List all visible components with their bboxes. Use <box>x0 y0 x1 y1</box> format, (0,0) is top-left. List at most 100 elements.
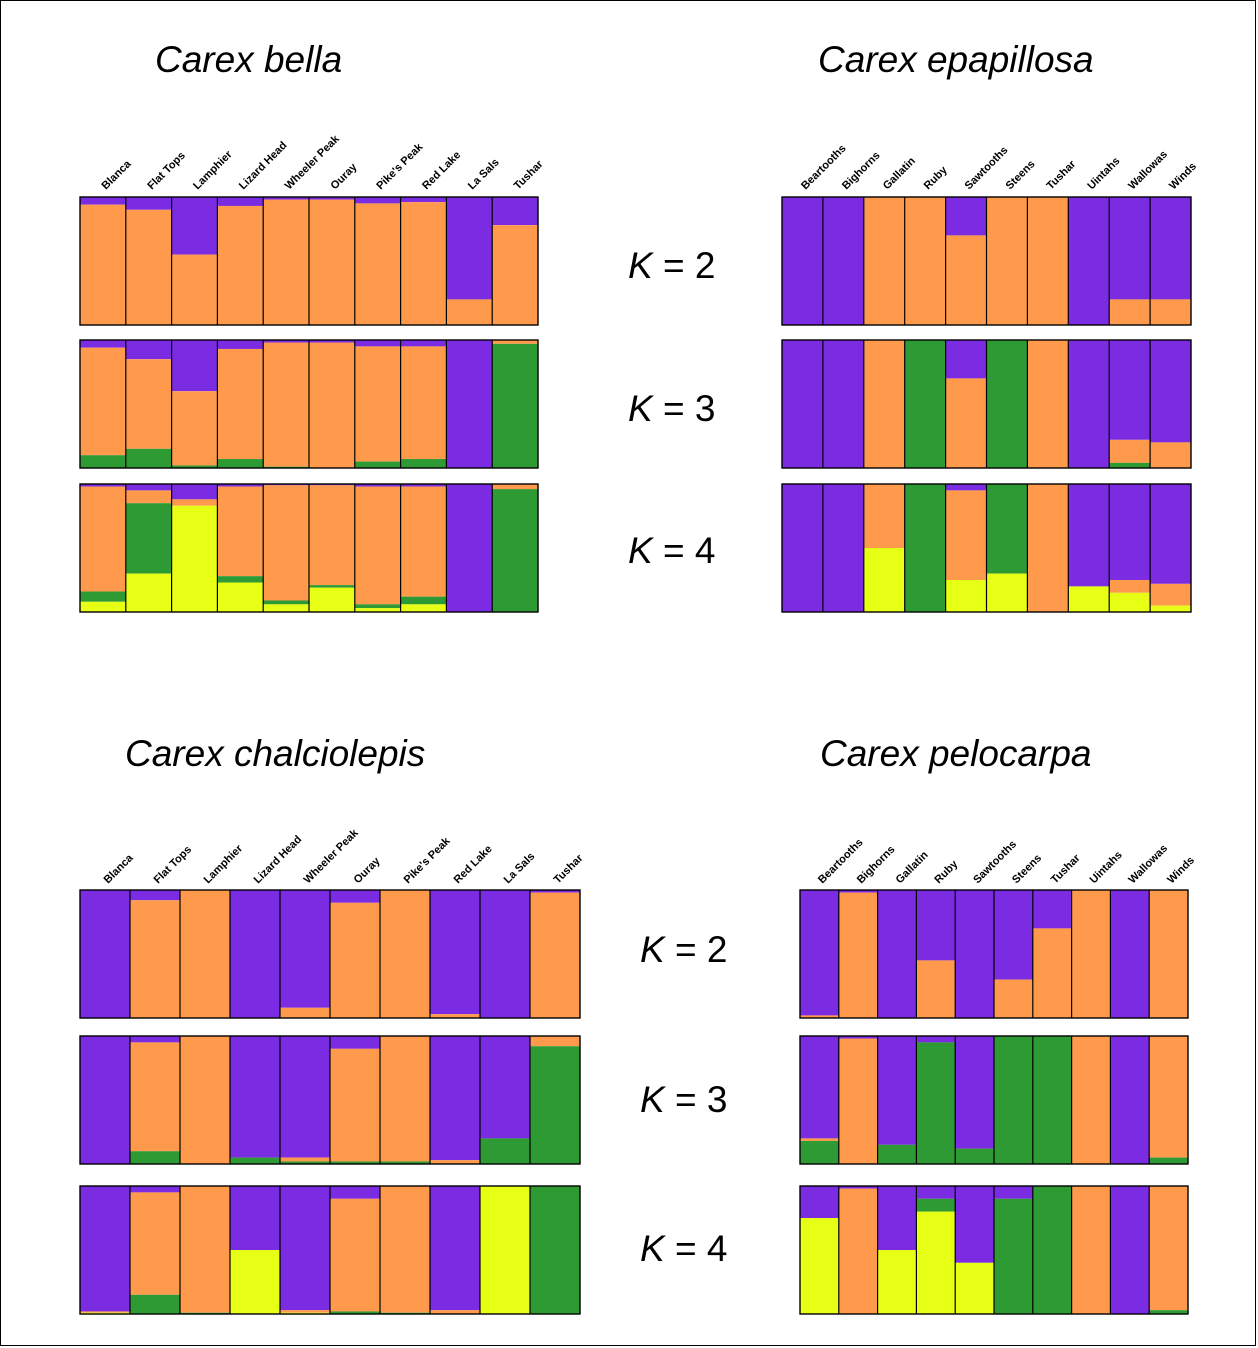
ancestry-bar-segment <box>171 197 218 255</box>
ancestry-bar-segment <box>530 1046 581 1164</box>
ancestry-bar-segment <box>130 900 181 1018</box>
ancestry-bar-segment <box>1150 197 1192 300</box>
ancestry-bar-segment <box>80 197 127 205</box>
title-carex-epapillosa: Carex epapillosa <box>818 39 1094 80</box>
ancestry-bar-segment <box>80 486 127 592</box>
ancestry-bar-segment <box>945 235 987 325</box>
ancestry-bar-segment <box>263 197 310 200</box>
ancestry-bar-segment <box>492 340 539 344</box>
ancestry-bar-segment <box>1109 462 1151 468</box>
ancestry-bar-segment <box>309 585 356 588</box>
ancestry-bar-segment <box>1149 890 1189 1018</box>
ancestry-bar-segment <box>838 1036 878 1039</box>
ancestry-bar-segment <box>125 573 172 612</box>
ancestry-bar-segment <box>263 340 310 343</box>
ancestry-bar-segment <box>916 1042 956 1164</box>
ancestry-bar-segment <box>480 1138 531 1164</box>
ancestry-bar-segment <box>400 484 447 487</box>
panel-border <box>781 196 1192 326</box>
ancestry-bar-segment <box>1109 580 1151 593</box>
ancestry-bar-segment <box>800 1015 840 1018</box>
ancestry-bar-segment <box>446 340 493 468</box>
ancestry-bar-segment <box>171 254 218 325</box>
ancestry-bar-segment <box>354 604 401 609</box>
ancestry-bar-segment <box>945 378 987 468</box>
ancestry-bar-segment <box>838 1186 878 1189</box>
ancestry-bar-segment <box>80 1036 131 1164</box>
population-label: Winds <box>1167 160 1199 192</box>
population-label: Ruby <box>922 164 951 193</box>
ancestry-bar-segment <box>125 484 172 491</box>
ancestry-bar-segment <box>1032 1036 1072 1164</box>
ancestry-bar-segment <box>430 1186 481 1311</box>
ancestry-bar-segment <box>800 1140 840 1164</box>
title-carex-pelocarpa: Carex pelocarpa <box>820 733 1091 774</box>
ancestry-bar-segment <box>1109 439 1151 463</box>
ancestry-bar-segment <box>986 340 1028 468</box>
ancestry-bar-segment <box>80 591 127 602</box>
ancestry-bar-segment <box>994 1036 1034 1164</box>
ancestry-bar-segment <box>986 484 1028 574</box>
ancestry-bar-segment <box>800 890 840 1016</box>
population-label: Flat Tops <box>152 844 194 886</box>
ancestry-bar-segment <box>330 1036 381 1049</box>
ancestry-bar-segment <box>263 604 310 612</box>
ancestry-bar-segment <box>280 1007 331 1018</box>
ancestry-bar-segment <box>280 1310 331 1313</box>
ancestry-bar-segment <box>904 484 946 612</box>
ancestry-bar-segment <box>1071 1036 1111 1164</box>
population-label: La Sals <box>466 156 502 192</box>
ancestry-bar-segment <box>330 902 381 1018</box>
ancestry-bar-segment <box>330 890 381 903</box>
ancestry-bar-segment <box>986 573 1028 612</box>
ancestry-bar-segment <box>530 1036 581 1047</box>
ancestry-bar-segment <box>1109 592 1151 612</box>
ancestry-bar-segment <box>492 489 539 612</box>
ancestry-bar-segment <box>1110 1186 1150 1314</box>
population-label: Pike's Peak <box>402 835 454 887</box>
ancestry-bar-segment <box>530 890 581 893</box>
ancestry-bar-segment <box>877 1186 917 1250</box>
ancestry-bar-segment <box>309 340 356 343</box>
ancestry-bar-segment <box>354 486 401 605</box>
ancestry-bar-segment <box>125 490 172 504</box>
ancestry-bar-segment <box>180 1036 231 1164</box>
ancestry-bar-segment <box>400 596 447 605</box>
ancestry-bar-segment <box>877 890 917 1018</box>
ancestry-bar-segment <box>130 1151 181 1164</box>
ancestry-bar-segment <box>1068 586 1110 612</box>
ancestry-bar-segment <box>945 580 987 612</box>
ancestry-bar-segment <box>280 890 331 1008</box>
ancestry-bar-segment <box>530 1186 581 1314</box>
ancestry-bar-segment <box>217 205 264 325</box>
panel-border <box>799 1185 1189 1315</box>
ancestry-bar-segment <box>125 448 172 468</box>
ancestry-bar-segment <box>1110 1036 1150 1164</box>
ancestry-bar-segment <box>380 1161 431 1164</box>
ancestry-bar-segment <box>80 890 131 1018</box>
ancestry-bar-segment <box>492 484 539 490</box>
ancestry-bar-segment <box>430 890 481 1015</box>
population-label: Tushar <box>512 158 546 192</box>
panel-border <box>799 889 1189 1019</box>
population-label: Lamphier <box>202 842 246 886</box>
ancestry-bar-segment <box>994 1198 1034 1314</box>
population-label: Winds <box>1165 854 1197 886</box>
ancestry-bar-segment <box>1149 1036 1189 1158</box>
ancestry-bar-segment <box>945 197 987 236</box>
ancestry-bar-segment <box>217 459 264 468</box>
ancestry-bar-segment <box>945 340 987 379</box>
population-label: Lamphier <box>191 148 235 192</box>
ancestry-bar-segment <box>877 1036 917 1145</box>
ancestry-bar-segment <box>822 340 865 468</box>
ancestry-bar-segment <box>80 484 127 487</box>
ancestry-bar-segment <box>838 1188 878 1314</box>
ancestry-bar-segment <box>945 490 987 580</box>
population-label: Steens <box>1010 852 1044 886</box>
ancestry-bar-segment <box>800 1186 840 1218</box>
ancestry-bar-segment <box>263 485 310 601</box>
ancestry-bar-segment <box>1150 442 1192 468</box>
population-label: Uintahs <box>1085 155 1122 192</box>
population-label: Pike's Peak <box>374 141 426 193</box>
